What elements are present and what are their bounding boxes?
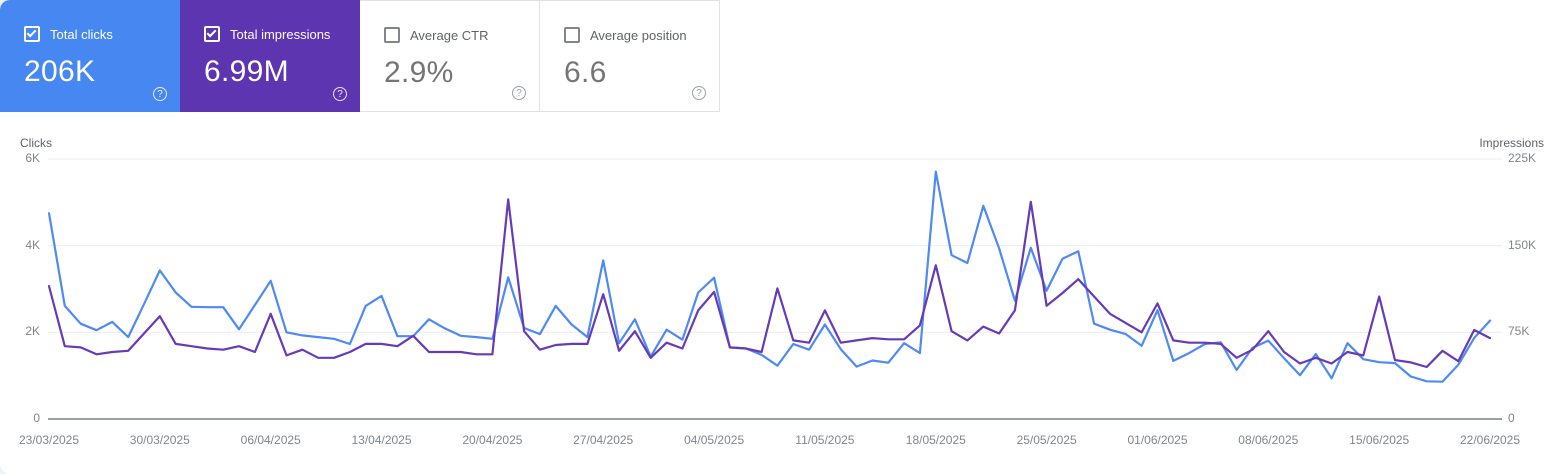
date-label: 22/06/2025	[1459, 433, 1521, 447]
left-tick-label: 0	[33, 411, 40, 425]
impressions-line	[47, 198, 1492, 369]
average-ctr-card[interactable]: Average CTR 2.9% ?	[360, 0, 540, 112]
total-clicks-card[interactable]: Total clicks 206K ?	[0, 0, 180, 112]
total-impressions-checkbox[interactable]	[204, 26, 220, 42]
left-axis-title: Clicks	[20, 136, 52, 150]
help-icon[interactable]: ?	[512, 86, 526, 100]
date-label: 18/05/2025	[905, 433, 966, 447]
total-impressions-value: 6.99M	[204, 55, 289, 88]
date-label: 15/06/2025	[1349, 433, 1410, 447]
date-label: 01/06/2025	[1127, 433, 1188, 447]
total-clicks-checkbox[interactable]	[24, 26, 40, 42]
help-icon[interactable]: ?	[333, 87, 347, 101]
date-label: 23/03/2025	[18, 433, 80, 447]
date-label: 13/04/2025	[351, 433, 412, 447]
average-position-checkbox[interactable]	[564, 27, 580, 43]
metric-cards: Total clicks 206K ? Total impressions 6.…	[0, 0, 720, 112]
date-label: 27/04/2025	[573, 433, 634, 447]
right-axis-title: Impressions	[1479, 136, 1544, 150]
right-tick-label: 0	[1508, 411, 1515, 425]
date-label: 06/04/2025	[240, 433, 301, 447]
average-ctr-checkbox[interactable]	[384, 27, 400, 43]
average-ctr-value: 2.9%	[384, 56, 454, 89]
date-label: 25/05/2025	[1016, 433, 1077, 447]
left-tick-label: 6K	[25, 151, 40, 165]
date-label: 08/06/2025	[1238, 433, 1299, 447]
average-position-label: Average position	[590, 27, 687, 43]
total-impressions-label: Total impressions	[230, 26, 331, 42]
left-tick-label: 2K	[25, 324, 40, 339]
clicks-line	[47, 170, 1492, 383]
left-tick-label: 4K	[25, 237, 40, 252]
date-label: 11/05/2025	[795, 433, 855, 447]
total-impressions-card[interactable]: Total impressions 6.99M ?	[180, 0, 360, 112]
right-tick-label: 225K	[1508, 151, 1537, 165]
total-clicks-label: Total clicks	[50, 26, 113, 42]
average-position-card[interactable]: Average position 6.6 ?	[540, 0, 720, 112]
help-icon[interactable]: ?	[153, 87, 167, 101]
total-clicks-value: 206K	[24, 55, 96, 88]
date-label: 20/04/2025	[462, 433, 523, 447]
average-position-value: 6.6	[564, 56, 607, 89]
average-ctr-label: Average CTR	[410, 27, 489, 43]
date-label: 04/05/2025	[684, 433, 745, 447]
right-tick-label: 75K	[1508, 324, 1530, 339]
date-label: 30/03/2025	[129, 433, 190, 447]
right-tick-label: 150K	[1508, 237, 1537, 252]
help-icon[interactable]: ?	[692, 86, 706, 100]
